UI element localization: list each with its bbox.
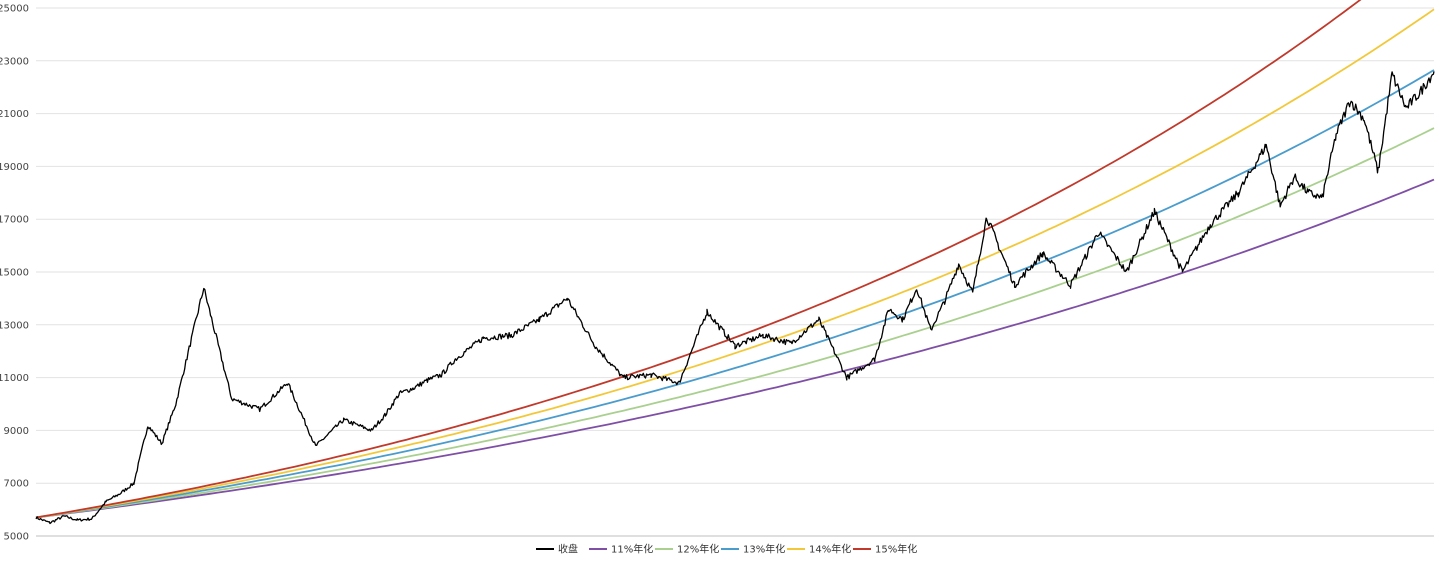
growth-line-12	[35, 127, 1435, 519]
growth-line-14	[35, 8, 1435, 519]
y-axis: 5000 7000 9000 11000 13000 15000 17000 19000 210…	[0, 4, 29, 543]
y-tick-label-23000: 23000	[0, 56, 29, 67]
y-tick-label-5000: 5000	[4, 532, 29, 543]
legend-item-3: 13%年化	[721, 543, 785, 556]
legend-item-4: 14%年化	[787, 543, 851, 556]
legend-label-3: 13%年化	[743, 543, 785, 556]
growth-line-13	[35, 69, 1435, 519]
y-tick-label-13000: 13000	[0, 320, 29, 331]
y-tick-label-9000: 9000	[4, 426, 29, 437]
legend-label-2: 12%年化	[677, 543, 719, 556]
y-tick-label-11000: 11000	[0, 373, 29, 384]
legend-item-0: 收盘	[536, 543, 578, 556]
legend-item-5: 15%年化	[853, 543, 917, 556]
y-tick-label-19000: 19000	[0, 162, 29, 173]
y-tick-label-15000: 15000	[0, 268, 29, 279]
growth-line-15	[35, 0, 1362, 519]
legend-label-1: 11%年化	[611, 543, 653, 556]
legend-label-5: 15%年化	[875, 543, 917, 556]
plot-area	[35, 0, 1435, 525]
close-series-line	[35, 71, 1435, 525]
legend: 收盘 11%年化 12%年化 13%年化 14%年化 15%年化	[536, 543, 917, 556]
legend-item-1: 11%年化	[589, 543, 653, 556]
growth-line-11	[35, 178, 1435, 519]
gridlines	[36, 7, 1434, 537]
legend-label-0: 收盘	[558, 543, 578, 556]
y-tick-label-7000: 7000	[4, 479, 29, 490]
legend-item-2: 12%年化	[655, 543, 719, 556]
y-tick-label-25000: 25000	[0, 4, 29, 15]
y-tick-label-21000: 21000	[0, 109, 29, 120]
legend-label-4: 14%年化	[809, 543, 851, 556]
y-tick-label-17000: 17000	[0, 215, 29, 226]
